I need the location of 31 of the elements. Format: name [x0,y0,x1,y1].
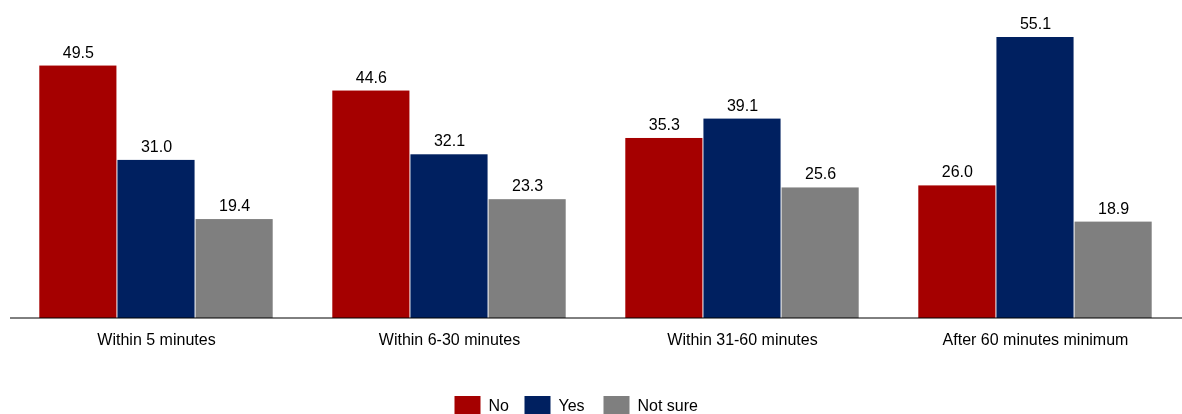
bar [117,159,195,318]
bar [488,199,566,318]
bar [781,187,859,318]
x-tick-label: After 60 minutes minimum [942,331,1129,348]
data-label: 49.5 [62,43,95,61]
bar [918,185,996,318]
bar [996,37,1074,318]
data-label: 31.0 [140,137,173,155]
data-label: 26.0 [941,163,974,181]
x-tick-label: Within 5 minutes [97,331,216,348]
x-tick-label: Within 6-30 minutes [378,331,521,348]
x-tick-label: Within 31-60 minutes [667,331,818,348]
data-label: 32.1 [433,132,466,150]
bar [410,154,488,318]
bar [1074,221,1152,318]
bar [195,219,273,318]
data-label: 35.3 [648,115,681,133]
bar [332,90,410,318]
bar [39,65,117,318]
data-label: 23.3 [512,177,544,195]
data-label: 39.1 [726,96,759,114]
bar [625,137,703,318]
legend-label: No [488,397,510,414]
data-label: 44.6 [355,68,388,86]
bar [703,118,781,318]
data-label: 18.9 [1098,199,1130,217]
data-label: 19.4 [219,197,251,215]
legend-label: Yes [558,397,585,414]
legend-label: Not sure [637,397,699,414]
data-label: 25.6 [805,165,837,183]
data-label: 55.1 [1019,15,1052,32]
